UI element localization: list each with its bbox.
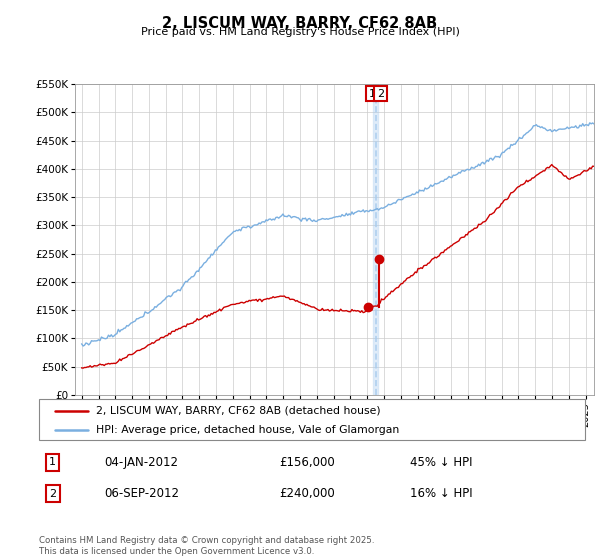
Text: 1: 1 bbox=[49, 458, 56, 468]
Text: 2: 2 bbox=[377, 88, 384, 99]
Text: £156,000: £156,000 bbox=[279, 456, 335, 469]
Text: 2: 2 bbox=[49, 489, 56, 499]
Text: 06-SEP-2012: 06-SEP-2012 bbox=[104, 487, 179, 500]
Text: 2, LISCUM WAY, BARRY, CF62 8AB (detached house): 2, LISCUM WAY, BARRY, CF62 8AB (detached… bbox=[97, 405, 381, 416]
Text: Price paid vs. HM Land Registry's House Price Index (HPI): Price paid vs. HM Land Registry's House … bbox=[140, 27, 460, 37]
Text: 16% ↓ HPI: 16% ↓ HPI bbox=[410, 487, 473, 500]
Text: 04-JAN-2012: 04-JAN-2012 bbox=[104, 456, 179, 469]
Text: 2, LISCUM WAY, BARRY, CF62 8AB: 2, LISCUM WAY, BARRY, CF62 8AB bbox=[163, 16, 437, 31]
Text: £240,000: £240,000 bbox=[279, 487, 335, 500]
Text: 1: 1 bbox=[368, 88, 376, 99]
Text: 45% ↓ HPI: 45% ↓ HPI bbox=[410, 456, 473, 469]
FancyBboxPatch shape bbox=[39, 399, 585, 440]
Text: HPI: Average price, detached house, Vale of Glamorgan: HPI: Average price, detached house, Vale… bbox=[97, 424, 400, 435]
Bar bbox=[373, 84, 378, 395]
Text: Contains HM Land Registry data © Crown copyright and database right 2025.
This d: Contains HM Land Registry data © Crown c… bbox=[39, 536, 374, 556]
